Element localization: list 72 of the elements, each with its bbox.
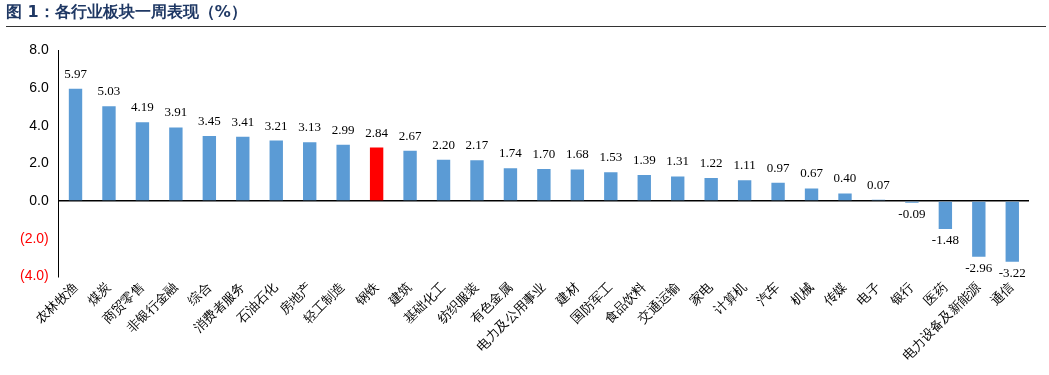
data-label: 1.53 — [599, 149, 623, 165]
y-tick-label: 2.0 — [29, 154, 49, 171]
data-label: 0.07 — [867, 176, 891, 192]
chart-title: 图 1：各行业板块一周表现（%） — [6, 2, 1046, 27]
bar — [336, 144, 350, 201]
x-tick-label: 汽车 — [753, 278, 783, 308]
data-label: 1.68 — [565, 146, 589, 162]
data-label: 2.17 — [465, 137, 489, 153]
y-tick-label: 6.0 — [29, 78, 49, 95]
x-tick-label: 电子 — [853, 278, 883, 308]
y-tick-label: 8.0 — [29, 41, 49, 58]
bar — [737, 180, 752, 201]
y-tick-label: 0.0 — [29, 191, 49, 208]
bar — [269, 140, 283, 201]
data-label: 3.13 — [298, 119, 322, 135]
data-label: 5.03 — [97, 83, 121, 99]
x-tick-label: 通信 — [987, 278, 1017, 308]
bar — [369, 147, 384, 201]
x-tick-label: 机械 — [787, 278, 817, 308]
x-tick-label: 传媒 — [820, 278, 850, 308]
bar — [537, 169, 551, 201]
data-label: -3.22 — [998, 264, 1026, 280]
y-tick-label: (4.0) — [19, 267, 49, 284]
data-label: 1.39 — [632, 151, 656, 167]
data-label: 1.74 — [499, 145, 523, 161]
bar — [637, 174, 651, 201]
bar — [135, 122, 150, 201]
bar — [1005, 201, 1019, 262]
data-label: 1.22 — [699, 155, 723, 171]
bar — [202, 136, 217, 201]
bar — [838, 193, 852, 201]
bar — [102, 106, 116, 201]
bar — [169, 127, 183, 201]
y-tick-label: (2.0) — [19, 229, 49, 246]
data-label: -0.09 — [898, 205, 926, 221]
bar — [303, 142, 317, 201]
data-label: 3.21 — [264, 117, 288, 133]
data-label: 2.67 — [398, 127, 422, 143]
data-label: 2.84 — [365, 124, 389, 140]
bar — [804, 188, 819, 201]
data-label: 5.97 — [64, 65, 88, 81]
bar — [403, 150, 417, 201]
y-tick-label: 4.0 — [29, 116, 49, 133]
bar — [704, 178, 718, 201]
data-label: 0.97 — [766, 159, 790, 175]
data-label: 3.45 — [197, 113, 221, 129]
bar — [604, 172, 618, 201]
bar — [503, 168, 518, 201]
data-label: 2.99 — [331, 121, 355, 137]
bar — [671, 176, 685, 201]
data-label: 0.40 — [833, 170, 857, 186]
x-tick-label: 钢铁 — [351, 278, 382, 309]
data-label: 1.11 — [733, 157, 756, 173]
bar — [771, 182, 785, 201]
data-label: -1.48 — [931, 231, 959, 247]
data-label: -2.96 — [965, 259, 993, 275]
x-tick-label: 银行 — [886, 278, 917, 309]
data-label: 4.19 — [131, 99, 154, 115]
bar — [68, 88, 83, 201]
bar — [972, 201, 986, 257]
data-label: 2.20 — [432, 136, 455, 152]
bar — [938, 201, 953, 229]
bar — [236, 136, 250, 201]
data-label: 0.67 — [800, 165, 824, 181]
data-label: 1.70 — [532, 145, 556, 161]
bar — [436, 159, 451, 201]
x-tick-label: 综合 — [184, 278, 214, 308]
data-label: 1.31 — [666, 153, 690, 169]
bar — [570, 169, 585, 201]
bar — [470, 160, 484, 201]
data-label: 3.41 — [231, 113, 255, 129]
data-label: 3.91 — [164, 104, 188, 120]
